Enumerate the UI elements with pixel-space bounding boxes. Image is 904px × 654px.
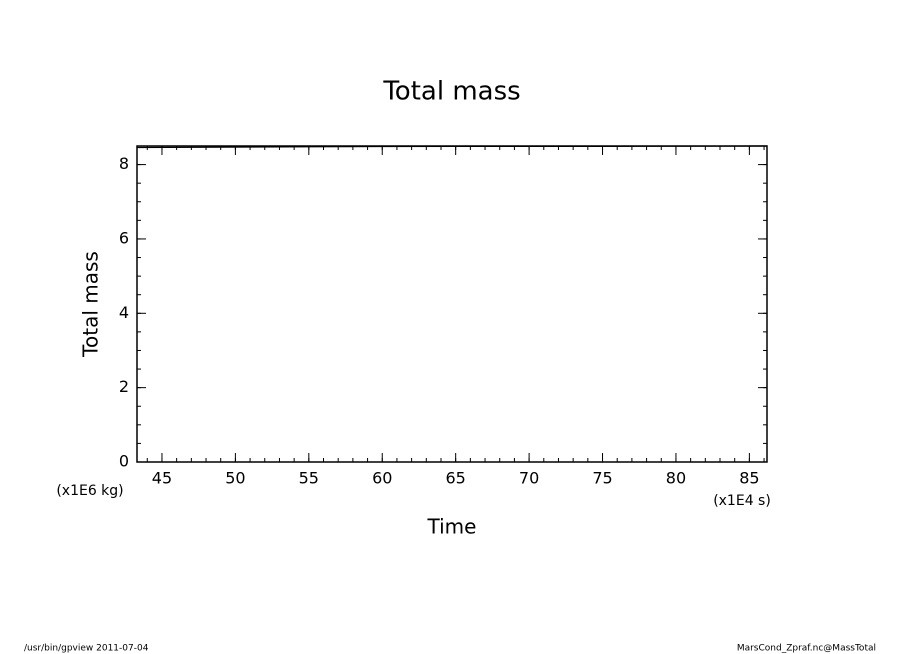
footer-left: /usr/bin/gpview 2011-07-04 [24,644,149,654]
footer-right: MarsCond_Zpraf.nc@MassTotal [737,644,876,654]
y-tick-label: 0 [119,452,129,471]
x-tick-label: 60 [372,469,392,488]
x-tick-label: 65 [445,469,465,488]
x-tick-label: 50 [225,469,245,488]
x-tick-label: 75 [592,469,612,488]
y-tick-label: 4 [119,303,129,322]
y-axis-label: Total mass [79,251,103,358]
y-tick-label: 2 [119,377,129,396]
x-tick-label: 80 [666,469,686,488]
x-unit: (x1E4 s) [713,493,771,509]
x-axis-label: Time [427,515,477,539]
x-tick-label: 55 [299,469,319,488]
y-unit: (x1E6 kg) [56,483,123,499]
data-line [136,145,768,149]
x-tick-label: 70 [519,469,539,488]
y-tick-label: 6 [119,228,129,247]
x-tick-label: 45 [152,469,172,488]
plot-frame [136,145,768,463]
chart-title: Total mass [382,77,520,107]
x-tick-label: 85 [739,469,759,488]
y-tick-label: 8 [119,154,129,173]
